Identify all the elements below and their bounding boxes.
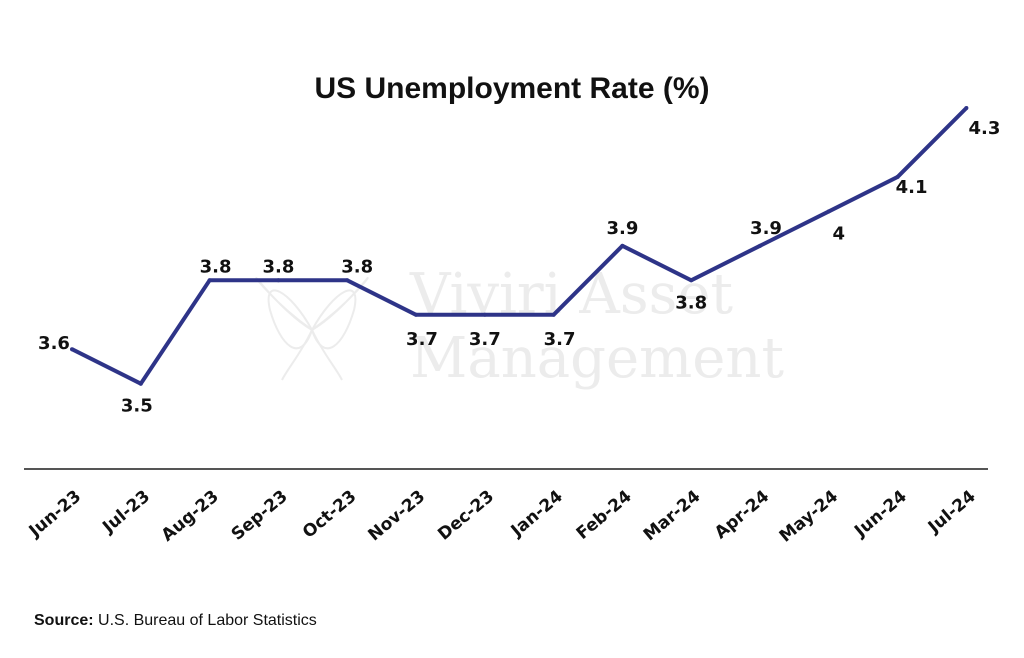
x-tick-label: Feb-24 [573,486,636,543]
butterfly-logo-icon [255,277,369,381]
x-tick-label: Apr-24 [711,486,773,543]
series-line [71,106,968,386]
x-tick-label: Jun-24 [850,486,911,541]
watermark-line-2: Management [410,326,784,391]
data-label: 4 [833,223,846,244]
data-point [551,312,556,317]
data-label: 3.7 [469,329,501,350]
data-point [964,106,969,110]
data-point [414,312,418,317]
x-tick-label: Nov-23 [364,487,429,546]
x-tick-label: Sep-23 [228,487,292,545]
data-label: 3.9 [750,218,782,239]
data-label: 3.8 [341,256,373,277]
data-point [207,278,212,283]
data-point [482,312,487,317]
x-tick-label: Dec-23 [434,487,498,545]
watermark: Viviri Asset Management [255,262,784,391]
data-label: 3.5 [121,396,153,417]
data-point [276,278,281,283]
data-point [689,278,694,283]
data-label: 3.6 [38,333,70,354]
data-point [138,381,143,386]
data-point [895,174,900,179]
x-tick-label: Mar-24 [640,486,705,545]
x-tick-label: Aug-23 [158,487,223,546]
x-tick-label: Jun-23 [25,487,86,542]
source-note: Source: U.S. Bureau of Labor Statistics [34,612,317,630]
data-point [620,243,625,248]
line-chart: Viviri Asset Management US Unemployment … [24,72,1000,547]
x-tick-label: Jan-24 [507,486,567,541]
data-label: 4.3 [968,118,1000,139]
x-tick-labels-layer: Jun-23 Jul-23 Aug-23 Sep-23 Oct-23 Nov-23 Dec-… [25,486,980,546]
source-label: Source: [34,612,94,629]
data-point [345,278,350,283]
data-label: 3.8 [675,292,707,313]
data-label: 3.7 [406,329,438,350]
x-tick-label: Jul-24 [924,486,980,537]
data-label: 3.9 [606,218,638,239]
chart-title: US Unemployment Rate (%) [314,72,709,105]
x-tick-label: May-24 [776,486,842,546]
source-text: U.S. Bureau of Labor Statistics [98,612,317,629]
data-label: 3.8 [200,256,232,277]
x-tick-label: Jul-23 [98,487,154,538]
x-tick-label: Oct-23 [299,487,360,543]
data-point [70,347,74,352]
data-point [758,243,762,248]
series-layer [70,106,969,386]
data-label: 3.7 [544,329,576,350]
data-labels-layer: 3.6 3.5 3.8 3.8 3.8 3.7 3.7 3.7 3.9 3.8 3.9 4 4.1 4.3 [38,118,1000,417]
data-label: 4.1 [896,177,928,198]
data-point [826,209,831,214]
data-label: 3.8 [262,256,294,277]
